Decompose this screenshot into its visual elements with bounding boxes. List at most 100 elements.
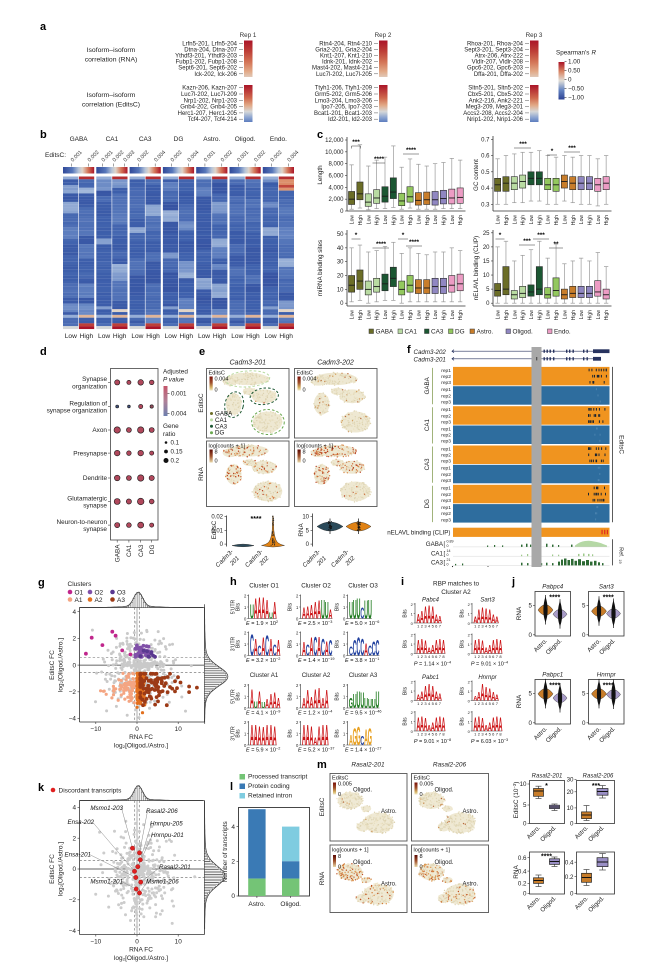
svg-text:P = 9.01 × 10−4: P = 9.01 × 10−4 — [471, 661, 508, 668]
svg-text:19: 19 — [618, 559, 622, 563]
svg-text:Luc7l-202, Luc7l-209: Luc7l-202, Luc7l-209 — [181, 92, 238, 98]
svg-text:6: 6 — [492, 624, 495, 629]
svg-text:A: A — [427, 725, 431, 733]
svg-text:Bits: Bits — [460, 609, 466, 618]
svg-text:Low: Low — [512, 215, 518, 225]
svg-text:Length: Length — [317, 165, 324, 185]
svg-text:4: 4 — [428, 732, 431, 737]
svg-text:0: 0 — [468, 698, 471, 703]
svg-text:Low: Low — [529, 310, 535, 320]
svg-text:Low: Low — [350, 310, 356, 320]
svg-text:8: 8 — [420, 854, 423, 860]
svg-text:Low: Low — [562, 215, 568, 225]
svg-text:A: A — [420, 713, 424, 736]
svg-text:2: 2 — [411, 679, 414, 684]
svg-text:A: A — [349, 733, 353, 749]
svg-text:Ipo7-205, Ipo7-203: Ipo7-205, Ipo7-203 — [321, 105, 372, 111]
svg-text:EditsC FC: EditsC FC — [49, 854, 56, 884]
svg-text:Discordant transcripts: Discordant transcripts — [59, 788, 123, 795]
svg-text:Adjusted: Adjusted — [163, 369, 188, 376]
svg-text:A: A — [313, 596, 317, 624]
svg-text:30: 30 — [337, 260, 344, 266]
svg-text:U: U — [325, 596, 329, 624]
svg-text:EditsC FC: EditsC FC — [49, 650, 56, 680]
svg-text:High: High — [571, 310, 577, 321]
svg-text:Endo.: Endo. — [270, 136, 287, 143]
svg-text:A: A — [477, 636, 481, 659]
svg-text:High: High — [604, 310, 610, 321]
svg-text:Low: Low — [450, 215, 456, 225]
svg-text:5′UTR: 5′UTR — [231, 599, 237, 614]
svg-text:****: **** — [603, 683, 614, 690]
svg-text:A: A — [438, 613, 442, 626]
svg-text:Low: Low — [366, 215, 372, 225]
svg-text:A: A — [302, 604, 306, 623]
svg-text:7: 7 — [439, 624, 442, 629]
svg-text:0: 0 — [220, 542, 224, 548]
svg-text:1: 1 — [411, 611, 414, 616]
svg-text:1: 1 — [474, 624, 477, 629]
svg-text:2: 2 — [411, 710, 414, 715]
svg-text:ratio: ratio — [163, 431, 176, 438]
svg-text:Oligod.: Oligod. — [353, 788, 372, 794]
svg-text:A: A — [427, 601, 431, 629]
svg-text:j: j — [511, 576, 515, 588]
svg-text:RNA: RNA — [513, 865, 520, 879]
svg-text:0.1: 0.1 — [171, 440, 180, 447]
svg-text:Hnrnpr: Hnrnpr — [478, 675, 497, 681]
svg-text:0: 0 — [215, 388, 218, 394]
svg-text:Rasal2-206: Rasal2-206 — [146, 808, 178, 815]
svg-text:rep1: rep1 — [441, 368, 451, 374]
svg-text:U: U — [254, 699, 258, 710]
svg-text:CA3: CA3 — [424, 458, 431, 471]
svg-text:A: A — [424, 683, 428, 706]
svg-text:Isoform–isoform: Isoform–isoform — [87, 47, 136, 54]
svg-text:4: 4 — [428, 654, 431, 659]
svg-text:2: 2 — [244, 593, 247, 598]
svg-text:CA3: CA3 — [215, 423, 228, 430]
svg-text:A3: A3 — [117, 597, 125, 604]
svg-text:Bits: Bits — [335, 639, 341, 648]
svg-text:2: 2 — [411, 632, 414, 637]
svg-text:A1: A1 — [75, 597, 83, 604]
svg-text:0: 0 — [529, 720, 533, 727]
svg-text:Sltn5-201, Sltn5-202: Sltn5-201, Sltn5-202 — [468, 86, 523, 92]
svg-text:0: 0 — [523, 821, 527, 828]
svg-text:4: 4 — [485, 624, 488, 629]
svg-text:−4: −4 — [69, 928, 77, 935]
svg-text:log[counts + 1]: log[counts + 1] — [297, 444, 334, 450]
svg-text:Hnrnpu-201: Hnrnpu-201 — [151, 832, 184, 839]
svg-text:A: A — [420, 690, 424, 704]
svg-text:1: 1 — [468, 719, 471, 724]
svg-text:rep1: rep1 — [441, 407, 451, 413]
svg-text:3: 3 — [424, 732, 427, 737]
svg-text:A: A — [495, 636, 499, 659]
svg-text:High: High — [554, 215, 560, 226]
svg-text:Grm5-202, Grm5-206: Grm5-202, Grm5-206 — [315, 92, 373, 98]
svg-text:2: 2 — [72, 636, 76, 643]
svg-text:A: A — [306, 684, 310, 713]
svg-text:Low: Low — [383, 310, 389, 320]
svg-text:U: U — [372, 698, 376, 712]
svg-text:0: 0 — [420, 792, 423, 798]
svg-text:A: A — [481, 604, 485, 629]
svg-text:5: 5 — [432, 701, 435, 706]
svg-text:Processed transcript: Processed transcript — [248, 774, 307, 781]
svg-text:5: 5 — [486, 287, 490, 293]
svg-text:A: A — [481, 715, 485, 735]
svg-text:A: A — [488, 607, 492, 629]
svg-text:Bits: Bits — [236, 639, 242, 648]
svg-text:Hnrnpr: Hnrnpr — [597, 672, 617, 679]
svg-text:Cbx5-201, Cbx5-202: Cbx5-201, Cbx5-202 — [468, 92, 524, 98]
svg-text:0: 0 — [135, 726, 139, 733]
svg-text:A: A — [427, 648, 431, 656]
svg-text:High: High — [80, 333, 94, 340]
svg-text:−4: −4 — [69, 716, 77, 723]
svg-text:1: 1 — [417, 624, 420, 629]
svg-text:1: 1 — [343, 731, 346, 736]
svg-text:3: 3 — [424, 624, 427, 629]
svg-text:A: A — [434, 715, 438, 737]
svg-text:DG: DG — [424, 499, 431, 508]
svg-text:C: C — [372, 638, 376, 661]
svg-text:rep2: rep2 — [441, 393, 451, 399]
